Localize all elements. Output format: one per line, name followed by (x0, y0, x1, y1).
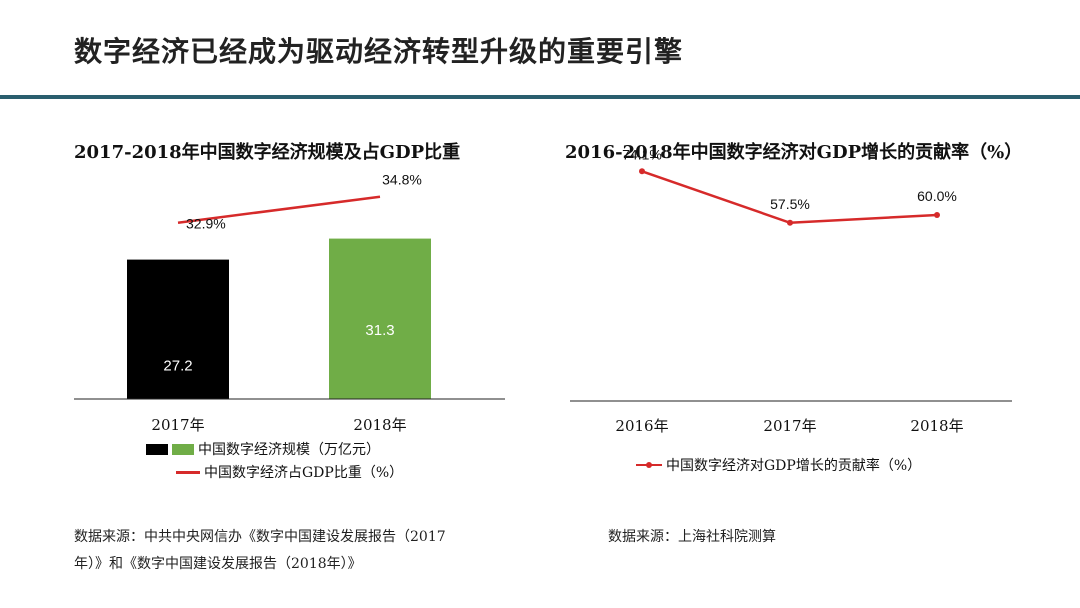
bar-value-label: 27.2 (163, 358, 192, 375)
x-tick-label: 2017年 (151, 416, 204, 434)
data-point (787, 219, 793, 226)
line-value-label: 34.8% (382, 172, 422, 188)
legend-bar-label: 中国数字经济规模（万亿元） (198, 442, 380, 458)
legend-swatch-2017 (146, 443, 168, 455)
legend-line-swatch (176, 470, 200, 474)
bar-2017年 (127, 259, 229, 399)
right-source: 数据来源：上海社科院测算 (608, 529, 776, 545)
left-chart-title: 2017-2018年中国数字经济规模及占GDP比重 (74, 142, 461, 163)
x-tick-label: 2018年 (910, 417, 963, 435)
point-value-label: 57.5% (770, 196, 810, 212)
right-legend-entry: 中国数字经济对GDP增长的贡献率（%） (636, 455, 921, 475)
right-line-chart: 74.1% 57.5% 60.0% 2016年 2017年 2018年 (570, 146, 1012, 435)
point-value-label: 60.0% (917, 188, 957, 204)
bar-value-label: 31.3 (365, 322, 394, 339)
x-tick-label: 2016年 (615, 417, 668, 435)
title-divider (0, 95, 1080, 99)
right-legend-label: 中国数字经济对GDP增长的贡献率（%） (666, 458, 922, 474)
left-source-line1: 数据来源：中共中央网信办《数字中国建设发展报告（2017 (74, 529, 446, 545)
legend-bar-entry: 中国数字经济规模（万亿元） (146, 439, 380, 459)
legend-line-entry: 中国数字经济占GDP比重（%） (176, 462, 403, 482)
right-legend-swatch (636, 462, 662, 468)
legend-swatch-2018 (172, 443, 194, 455)
x-tick-label: 2018年 (353, 416, 406, 434)
data-point (934, 212, 940, 218)
left-combo-chart: 27.2 31.3 32.9% 34.8% 2017年 2018年 (74, 172, 505, 434)
page-title: 数字经济已经成为驱动经济转型升级的重要引擎 (74, 35, 684, 68)
data-point (639, 168, 645, 175)
line-value-label: 32.9% (186, 216, 226, 232)
left-source: 数据来源：中共中央网信办《数字中国建设发展报告（2017 年）》和《数字中国建设… (74, 524, 446, 578)
x-tick-label: 2017年 (763, 417, 816, 435)
share-line (177, 195, 381, 224)
legend-line-label: 中国数字经济占GDP比重（%） (204, 465, 404, 481)
left-source-line2: 年）》和《数字中国建设发展报告（2018年）》 (74, 556, 362, 572)
point-value-label: 74.1% (622, 146, 662, 162)
bar-2018年 (329, 238, 431, 399)
right-chart-title: 2016-2018年中国数字经济对GDP增长的贡献率（%） (565, 142, 1023, 163)
